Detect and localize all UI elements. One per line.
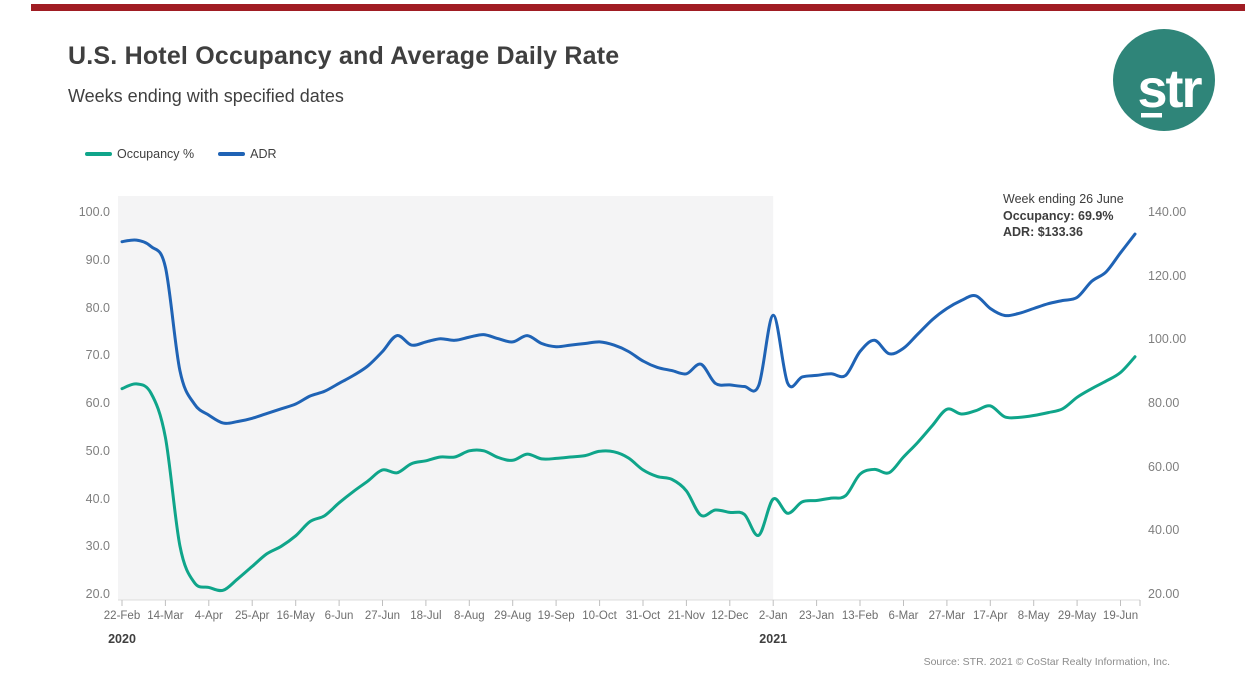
x-axis-tick-label: 8-Aug xyxy=(453,610,485,622)
legend-label-adr: ADR xyxy=(250,147,277,161)
left-axis-tick-label: 30.0 xyxy=(85,539,110,554)
x-axis-tick-label: 12-Dec xyxy=(711,610,749,622)
left-axis-tick-label: 40.0 xyxy=(85,491,110,506)
adr-line-swatch xyxy=(218,152,246,156)
x-axis-tick-label: 13-Feb xyxy=(841,610,879,622)
x-axis-tick-label: 10-Oct xyxy=(582,610,617,622)
left-axis-tick-label: 90.0 xyxy=(85,252,110,267)
legend-label-occupancy: Occupancy % xyxy=(117,147,195,161)
left-axis-tick-label: 60.0 xyxy=(85,396,110,410)
x-axis-tick-label: 8-May xyxy=(1017,610,1050,622)
str-logo-text: str xyxy=(1137,59,1202,119)
x-axis-tick-label: 4-Apr xyxy=(194,610,223,622)
x-axis-tick-label: 19-Sep xyxy=(537,610,575,622)
x-axis-tick-label: 18-Jul xyxy=(410,610,442,622)
str-logo-circle xyxy=(1113,29,1215,131)
x-axis-tick-label: 19-Jun xyxy=(1102,610,1139,622)
x-axis-tick-label: 21-Nov xyxy=(667,610,705,622)
left-axis-tick-label: 70.0 xyxy=(85,348,110,363)
x-axis-tick-label: 6-Jun xyxy=(324,610,354,622)
page-title: U.S. Hotel Occupancy and Average Daily R… xyxy=(68,42,620,70)
adr-line xyxy=(120,232,1137,425)
year-label: 2021 xyxy=(759,632,788,646)
left-axis-tick-label: 100.0 xyxy=(78,205,110,219)
right-axis-tick-label: 100.00 xyxy=(1148,332,1187,347)
top-accent-bar xyxy=(31,4,1245,11)
x-axis-tick-label: 23-Jan xyxy=(799,610,835,622)
annotation-occupancy: Occupancy: 69.9% xyxy=(1003,208,1114,223)
x-axis-tick-label: 29-May xyxy=(1057,610,1097,622)
x-axis-tick-label: 22-Feb xyxy=(103,610,141,622)
str-logo: str xyxy=(1113,29,1215,131)
left-axis-tick-label: 20.0 xyxy=(85,587,110,601)
annotation-adr: ADR: $133.36 xyxy=(1003,225,1083,239)
occupancy-line-swatch xyxy=(85,152,112,156)
page-subtitle: Weeks ending with specified dates xyxy=(68,86,344,106)
right-axis-tick-label: 140.00 xyxy=(1148,205,1187,219)
right-axis-tick-label: 20.00 xyxy=(1148,587,1180,601)
year-label: 2020 xyxy=(108,632,136,646)
x-axis-tick-label: 25-Apr xyxy=(234,610,270,622)
x-axis-tick-label: 14-Mar xyxy=(147,610,184,622)
chart-legend: Occupancy % ADR xyxy=(85,147,277,161)
x-axis-tick-label: 29-Aug xyxy=(494,610,532,622)
str-logo-underline xyxy=(1141,113,1162,118)
right-axis-tick-label: 60.00 xyxy=(1148,459,1180,474)
right-axis-tick-label: 80.00 xyxy=(1148,396,1180,410)
x-axis-tick-label: 2-Jan xyxy=(758,610,788,622)
x-axis-tick-label: 16-May xyxy=(276,610,315,622)
annotation-week: Week ending 26 June xyxy=(1003,192,1124,206)
right-axis-tick-label: 40.00 xyxy=(1148,523,1180,538)
latest-week-annotation: Week ending 26 June Occupancy: 69.9% ADR… xyxy=(1003,191,1124,241)
legend-item-occupancy: Occupancy % xyxy=(85,147,194,161)
right-axis-tick-label: 120.00 xyxy=(1148,268,1187,283)
source-attribution: Source: STR. 2021 © CoStar Realty Inform… xyxy=(923,656,1170,668)
left-axis-tick-label: 50.0 xyxy=(85,443,110,458)
x-axis-tick-label: 6-Mar xyxy=(888,610,919,622)
x-axis-tick-label: 31-Oct xyxy=(625,610,661,622)
x-axis-tick-label: 17-Apr xyxy=(973,610,1008,622)
occupancy-line xyxy=(120,355,1137,593)
legend-item-adr: ADR xyxy=(218,147,277,161)
left-axis-tick-label: 80.0 xyxy=(85,300,110,315)
x-axis-tick-label: 27-Mar xyxy=(928,610,966,622)
shaded-2020-region xyxy=(118,196,774,600)
x-axis-tick-label: 27-Jun xyxy=(364,610,401,622)
